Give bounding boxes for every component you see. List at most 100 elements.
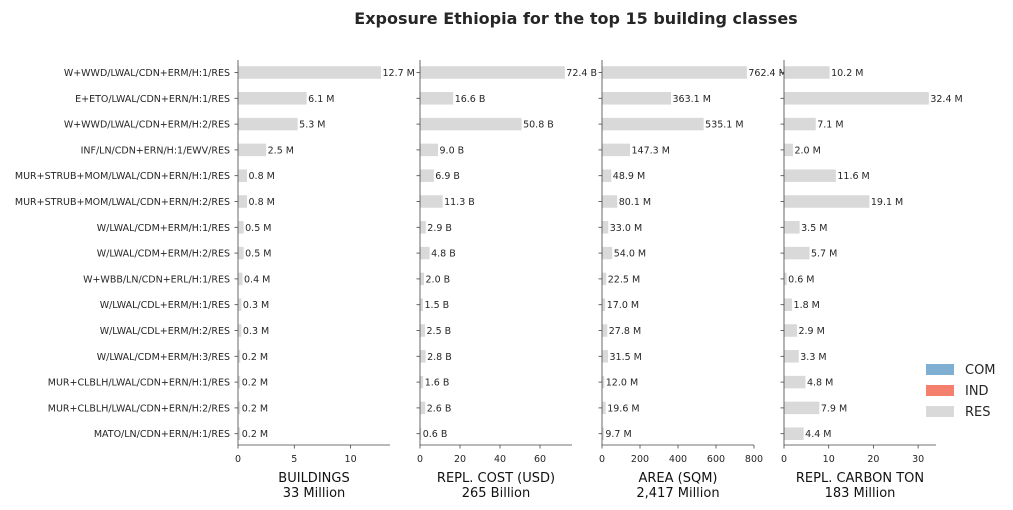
bar-value-label: 0.2 M [242, 352, 268, 363]
bar [602, 298, 606, 311]
bar-value-label: 2.5 M [268, 145, 294, 156]
bar-value-label: 0.3 M [243, 300, 269, 311]
bar [784, 143, 793, 157]
bar-value-label: 0.2 M [242, 429, 268, 440]
bar [420, 221, 426, 234]
bar-value-label: 9.7 M [605, 429, 631, 440]
x-tick-label: 10 [345, 454, 357, 465]
bar-value-label: 32.4 M [930, 94, 962, 105]
bar-value-label: 72.4 B [566, 68, 597, 79]
bar-value-label: 3.5 M [801, 223, 827, 234]
category-label: W+WWD/LWAL/CDN+ERM/H:2/RES [64, 120, 230, 131]
bar [602, 427, 604, 440]
bar-value-label: 0.6 M [788, 274, 814, 285]
bar [420, 195, 443, 208]
bar [238, 427, 241, 440]
x-axis-label: REPL. COST (USD) [437, 471, 555, 486]
bar [238, 221, 244, 234]
bar-value-label: 535.1 M [705, 120, 743, 131]
bar [784, 66, 830, 79]
bar-value-label: 10.2 M [831, 68, 863, 79]
legend-label: RES [965, 405, 991, 420]
category-label: MUR+CLBLH/LWAL/CDN+ERN/H:1/RES [48, 378, 230, 389]
bar [602, 401, 606, 415]
bar [784, 324, 797, 337]
bar-value-label: 6.1 M [308, 94, 334, 105]
x-tick-label: 60 [534, 454, 546, 465]
bar [602, 375, 605, 389]
legend-swatch [926, 364, 954, 375]
x-tick-label: 20 [454, 454, 466, 465]
x-tick-label: 600 [707, 454, 725, 465]
x-tick-label: 400 [669, 454, 687, 465]
bar-value-label: 17.0 M [607, 300, 639, 311]
bar-value-label: 0.6 B [423, 429, 448, 440]
bar [784, 427, 804, 440]
bar-value-label: 11.6 M [837, 171, 869, 182]
x-axis-total: 183 Million [825, 486, 896, 501]
category-label: W/LWAL/CDL+ERM/H:2/RES [100, 326, 230, 337]
bar [238, 92, 307, 105]
bar-value-label: 27.8 M [609, 326, 641, 337]
x-axis-total: 265 Billion [462, 486, 531, 501]
legend-label: IND [965, 384, 989, 399]
bar-value-label: 2.0 B [426, 274, 451, 285]
category-label: MATO/LN/CDN+ERN/H:1/RES [94, 429, 230, 440]
category-label: W/LWAL/CDM+ERM/H:3/RES [97, 352, 230, 363]
bar [238, 117, 298, 131]
bar-value-label: 2.5 B [427, 326, 452, 337]
category-label: W+WBB/LN/CDN+ERL/H:1/RES [83, 274, 230, 285]
x-axis-total: 33 Million [283, 486, 346, 501]
legend-swatch [926, 406, 954, 417]
category-label: W/LWAL/CDL+ERM/H:1/RES [100, 300, 230, 311]
bar [238, 272, 243, 286]
x-tick-label: 0 [599, 454, 605, 465]
bar-value-label: 0.5 M [245, 249, 271, 260]
bar-value-label: 0.2 M [242, 403, 268, 414]
x-tick-label: 40 [494, 454, 506, 465]
bar-value-label: 762.4 M [748, 68, 786, 79]
bar-value-label: 19.1 M [871, 197, 903, 208]
bar-value-label: 1.6 B [425, 378, 450, 389]
category-label: MUR+CLBLH/LWAL/CDN+ERN/H:2/RES [48, 403, 230, 414]
bar [784, 401, 820, 415]
bar [784, 92, 929, 105]
bar [238, 169, 248, 182]
bar-value-label: 3.3 M [800, 352, 826, 363]
bar [784, 375, 806, 389]
bar-value-label: 12.7 M [382, 68, 414, 79]
bar-value-label: 22.5 M [608, 274, 640, 285]
panel-4: 10.2 M 32.4 M 7.1 M 2.0 M 11.6 M 19.1 M 3.5 M 5… [780, 60, 963, 501]
bar [784, 298, 793, 311]
bar-value-label: 50.8 B [523, 120, 554, 131]
bar [602, 221, 609, 234]
bar [238, 375, 241, 389]
bar [602, 195, 618, 208]
bar [420, 298, 423, 311]
bar-value-label: 31.5 M [609, 352, 641, 363]
bar [784, 350, 799, 363]
x-axis-label: BUILDINGS [278, 471, 349, 486]
bar [420, 117, 522, 131]
bar [602, 92, 671, 105]
x-tick-label: 10 [823, 454, 835, 465]
bar [602, 117, 704, 131]
bar-value-label: 11.3 B [444, 197, 475, 208]
bar-value-label: 2.6 B [427, 403, 452, 414]
x-tick-label: 0 [417, 454, 423, 465]
bar [784, 272, 787, 286]
x-tick-label: 30 [912, 454, 924, 465]
bar-value-label: 4.4 M [805, 429, 831, 440]
bar [238, 143, 267, 157]
bar [238, 195, 248, 208]
category-label: MUR+STRUB+MOM/LWAL/CDN+ERN/H:1/RES [15, 171, 230, 182]
bar-value-label: 0.2 M [242, 378, 268, 389]
bar-value-label: 12.0 M [606, 378, 638, 389]
bar [420, 350, 426, 363]
bar [238, 298, 242, 311]
bar-value-label: 2.0 M [794, 145, 820, 156]
bar-value-label: 19.6 M [607, 403, 639, 414]
bar [420, 66, 565, 79]
x-tick-label: 0 [781, 454, 787, 465]
